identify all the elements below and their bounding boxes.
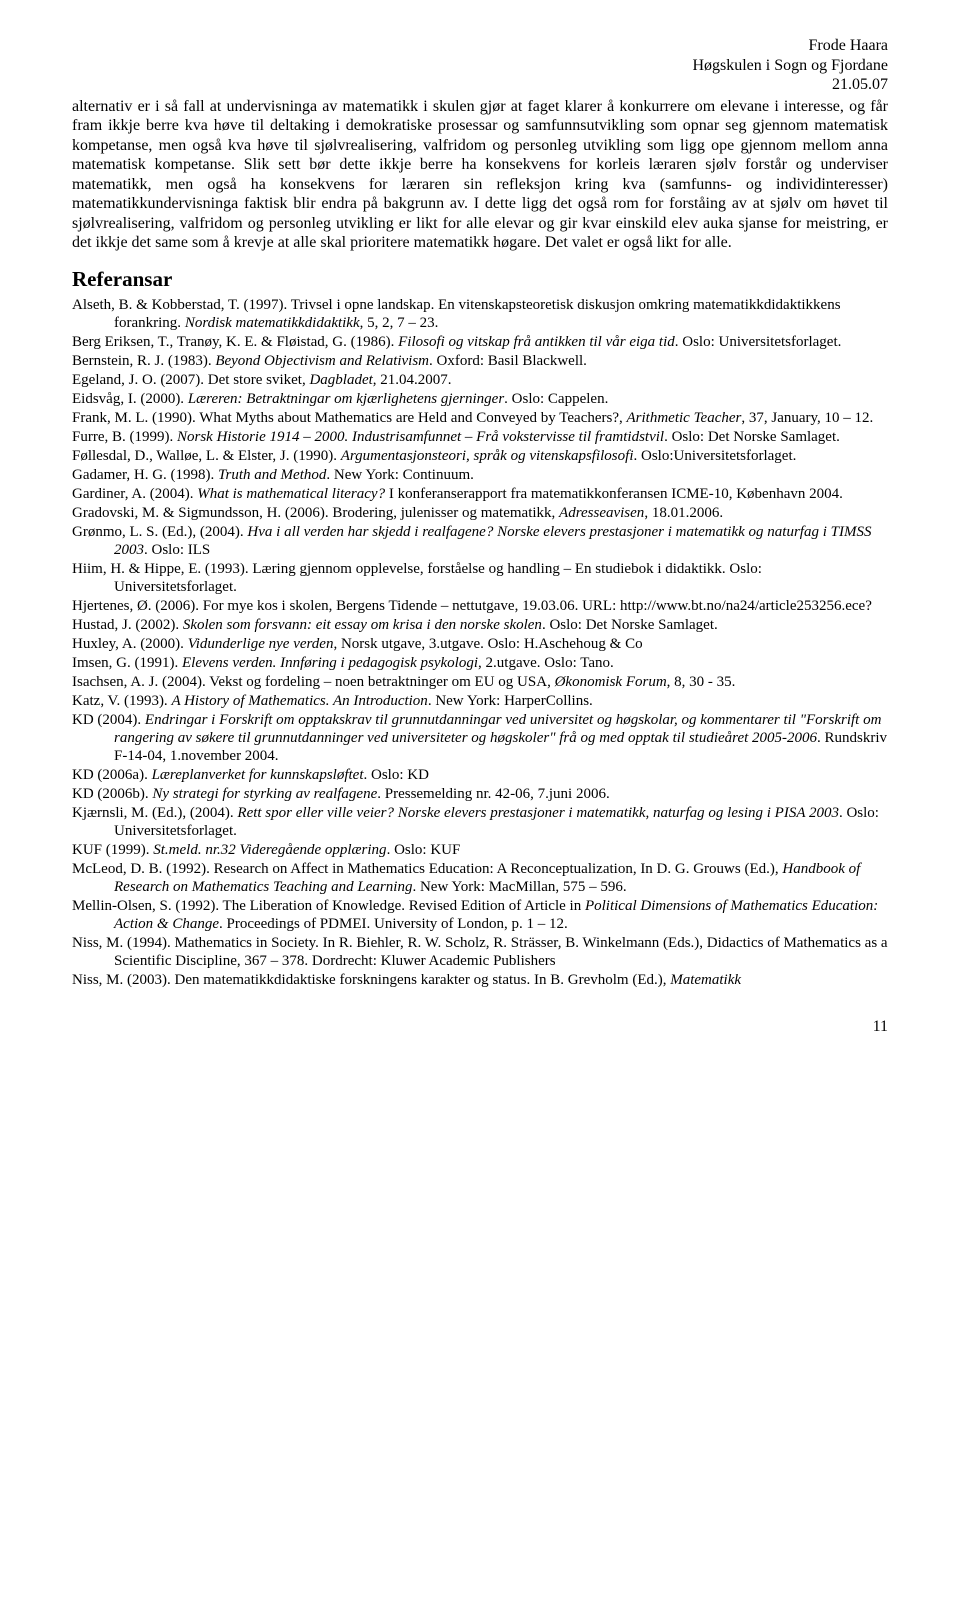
reference-entry: Frank, M. L. (1990). What Myths about Ma… xyxy=(72,409,888,427)
reference-entry: KD (2004). Endringar i Forskrift om oppt… xyxy=(72,711,888,765)
reference-entry: Hjertenes, Ø. (2006). For mye kos i skol… xyxy=(72,597,888,615)
page-number: 11 xyxy=(72,1017,888,1037)
reference-entry: Berg Eriksen, T., Tranøy, K. E. & Fløist… xyxy=(72,333,888,351)
reference-entry: Imsen, G. (1991). Elevens verden. Innfør… xyxy=(72,654,888,672)
reference-entry: Furre, B. (1999). Norsk Historie 1914 – … xyxy=(72,428,888,446)
reference-entry: Eidsvåg, I. (2000). Læreren: Betraktning… xyxy=(72,390,888,408)
reference-entry: Alseth, B. & Kobberstad, T. (1997). Triv… xyxy=(72,296,888,332)
reference-entry: Huxley, A. (2000). Vidunderlige nye verd… xyxy=(72,635,888,653)
header-date: 21.05.07 xyxy=(72,75,888,95)
references-heading: Referansar xyxy=(72,267,888,293)
header-author: Frode Haara xyxy=(72,36,888,56)
reference-entry: KD (2006a). Læreplanverket for kunnskaps… xyxy=(72,766,888,784)
reference-entry: Bernstein, R. J. (1983). Beyond Objectiv… xyxy=(72,352,888,370)
page-header: Frode Haara Høgskulen i Sogn og Fjordane… xyxy=(72,36,888,95)
header-institution: Høgskulen i Sogn og Fjordane xyxy=(72,56,888,76)
reference-entry: McLeod, D. B. (1992). Research on Affect… xyxy=(72,860,888,896)
body-paragraph: alternativ er i så fall at undervisninga… xyxy=(72,97,888,253)
reference-entry: Gradovski, M. & Sigmundsson, H. (2006). … xyxy=(72,504,888,522)
reference-entry: Hiim, H. & Hippe, E. (1993). Læring gjen… xyxy=(72,560,888,596)
reference-entry: Egeland, J. O. (2007). Det store sviket,… xyxy=(72,371,888,389)
reference-entry: Føllesdal, D., Walløe, L. & Elster, J. (… xyxy=(72,447,888,465)
reference-entry: Hustad, J. (2002). Skolen som forsvann: … xyxy=(72,616,888,634)
reference-entry: Mellin-Olsen, S. (1992). The Liberation … xyxy=(72,897,888,933)
references-list: Alseth, B. & Kobberstad, T. (1997). Triv… xyxy=(72,296,888,989)
reference-entry: Niss, M. (2003). Den matematikkdidaktisk… xyxy=(72,971,888,989)
reference-entry: Niss, M. (1994). Mathematics in Society.… xyxy=(72,934,888,970)
reference-entry: Kjærnsli, M. (Ed.), (2004). Rett spor el… xyxy=(72,804,888,840)
reference-entry: Isachsen, A. J. (2004). Vekst og fordeli… xyxy=(72,673,888,691)
reference-entry: Grønmo, L. S. (Ed.), (2004). Hva i all v… xyxy=(72,523,888,559)
reference-entry: KUF (1999). St.meld. nr.32 Videregående … xyxy=(72,841,888,859)
reference-entry: Gardiner, A. (2004). What is mathematica… xyxy=(72,485,888,503)
reference-entry: Gadamer, H. G. (1998). Truth and Method.… xyxy=(72,466,888,484)
reference-entry: KD (2006b). Ny strategi for styrking av … xyxy=(72,785,888,803)
reference-entry: Katz, V. (1993). A History of Mathematic… xyxy=(72,692,888,710)
